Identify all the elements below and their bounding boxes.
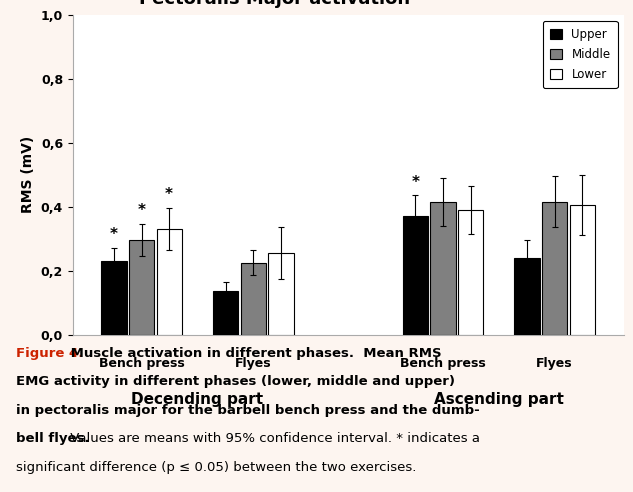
Text: Bench press: Bench press (99, 357, 184, 370)
Text: *: * (110, 227, 118, 243)
Text: significant difference (p ≤ 0.05) between the two exercises.: significant difference (p ≤ 0.05) betwee… (16, 461, 417, 474)
Text: in pectoralis major for the barbell bench press and the dumb-: in pectoralis major for the barbell benc… (16, 404, 480, 417)
Text: *: * (411, 175, 420, 190)
Text: Figure 4.: Figure 4. (16, 347, 83, 360)
Text: Ascending part: Ascending part (434, 392, 564, 407)
Bar (268, 253, 294, 335)
Bar (213, 291, 239, 335)
Text: Flyes: Flyes (235, 357, 272, 370)
Y-axis label: RMS (mV): RMS (mV) (22, 136, 35, 214)
Bar (515, 258, 540, 335)
Text: *: * (137, 204, 146, 218)
Text: Muscle activation in different phases.  Mean RMS: Muscle activation in different phases. M… (66, 347, 442, 360)
Text: bell flyes.: bell flyes. (16, 432, 89, 445)
Bar (129, 240, 154, 335)
Bar (570, 205, 595, 335)
Text: Pectoralis Major activation: Pectoralis Major activation (139, 0, 410, 8)
Bar (156, 229, 182, 335)
Bar (101, 261, 127, 335)
Bar (542, 202, 567, 335)
Text: EMG activity in different phases (lower, middle and upper): EMG activity in different phases (lower,… (16, 375, 455, 388)
Bar (403, 216, 428, 335)
Legend: Upper, Middle, Lower: Upper, Middle, Lower (543, 21, 618, 88)
Bar (430, 202, 456, 335)
Text: Decending part: Decending part (132, 392, 263, 407)
Text: Values are means with 95% confidence interval. * indicates a: Values are means with 95% confidence int… (66, 432, 480, 445)
Text: *: * (165, 187, 173, 203)
Text: Flyes: Flyes (536, 357, 573, 370)
Bar (458, 210, 483, 335)
Text: Bench press: Bench press (400, 357, 486, 370)
Bar (241, 263, 266, 335)
